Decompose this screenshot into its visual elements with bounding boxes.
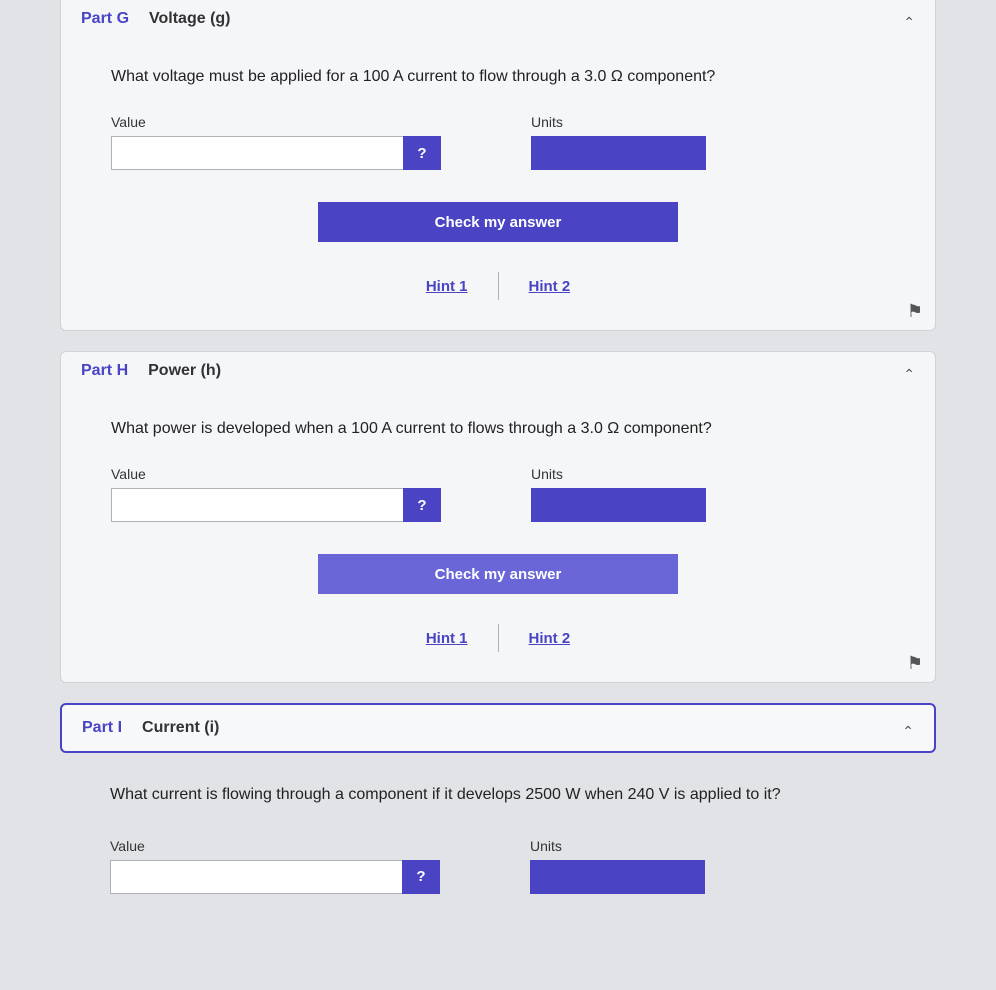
units-group: Units bbox=[530, 838, 705, 894]
value-input[interactable] bbox=[110, 860, 402, 894]
hints-row: Hint 1 Hint 2 bbox=[111, 624, 885, 652]
part-g-label: Part G bbox=[81, 10, 129, 28]
value-help-button[interactable]: ? bbox=[403, 488, 441, 522]
part-g-card: Part G Voltage (g) ⌃ What voltage must b… bbox=[60, 0, 936, 331]
units-select[interactable] bbox=[531, 488, 706, 522]
part-g-question: What voltage must be applied for a 100 A… bbox=[111, 68, 885, 86]
value-group: Value ? bbox=[111, 466, 441, 522]
part-h-title: Power (h) bbox=[148, 362, 221, 380]
part-h-label: Part H bbox=[81, 362, 128, 380]
part-g-title: Voltage (g) bbox=[149, 10, 230, 28]
units-select[interactable] bbox=[531, 136, 706, 170]
part-h-card: Part H Power (h) ⌃ What power is develop… bbox=[60, 351, 936, 683]
units-label: Units bbox=[531, 466, 706, 482]
part-h-header[interactable]: Part H Power (h) ⌃ bbox=[61, 352, 935, 390]
units-group: Units bbox=[531, 466, 706, 522]
part-g-body: What voltage must be applied for a 100 A… bbox=[61, 38, 935, 330]
part-i-label: Part I bbox=[82, 719, 122, 737]
hints-row: Hint 1 Hint 2 bbox=[111, 272, 885, 300]
value-input-wrap: ? bbox=[111, 488, 441, 522]
value-input-wrap: ? bbox=[111, 136, 441, 170]
value-group: Value ? bbox=[110, 838, 440, 894]
value-help-button[interactable]: ? bbox=[402, 860, 440, 894]
part-i-question: What current is flowing through a compon… bbox=[110, 781, 886, 810]
hint-2-link[interactable]: Hint 2 bbox=[499, 630, 601, 647]
hint-1-link[interactable]: Hint 1 bbox=[396, 278, 498, 295]
part-i-header[interactable]: Part I Current (i) ⌃ bbox=[60, 703, 936, 753]
part-h-inputs: Value ? Units bbox=[111, 466, 885, 522]
collapse-chevron-icon[interactable]: ⌃ bbox=[903, 14, 915, 31]
part-i-body: What current is flowing through a compon… bbox=[60, 771, 936, 894]
collapse-chevron-icon[interactable]: ⌃ bbox=[902, 723, 914, 740]
part-g-inputs: Value ? Units bbox=[111, 114, 885, 170]
value-input[interactable] bbox=[111, 488, 403, 522]
units-group: Units bbox=[531, 114, 706, 170]
value-input[interactable] bbox=[111, 136, 403, 170]
value-help-button[interactable]: ? bbox=[403, 136, 441, 170]
part-i-title: Current (i) bbox=[142, 719, 219, 737]
check-answer-button[interactable]: Check my answer bbox=[318, 202, 678, 242]
units-label: Units bbox=[530, 838, 705, 854]
part-i-inputs: Value ? Units bbox=[110, 838, 886, 894]
hint-1-link[interactable]: Hint 1 bbox=[396, 630, 498, 647]
value-label: Value bbox=[110, 838, 440, 854]
value-input-wrap: ? bbox=[110, 860, 440, 894]
value-group: Value ? bbox=[111, 114, 441, 170]
units-label: Units bbox=[531, 114, 706, 130]
check-answer-button[interactable]: Check my answer bbox=[318, 554, 678, 594]
collapse-chevron-icon[interactable]: ⌃ bbox=[903, 366, 915, 383]
part-i-wrap: Part I Current (i) ⌃ What current is flo… bbox=[60, 703, 936, 894]
part-g-header[interactable]: Part G Voltage (g) ⌃ bbox=[61, 0, 935, 38]
flag-icon[interactable]: ⚑ bbox=[907, 301, 923, 322]
hint-2-link[interactable]: Hint 2 bbox=[499, 278, 601, 295]
part-h-question: What power is developed when a 100 A cur… bbox=[111, 420, 885, 438]
value-label: Value bbox=[111, 114, 441, 130]
units-select[interactable] bbox=[530, 860, 705, 894]
flag-icon[interactable]: ⚑ bbox=[907, 653, 923, 674]
value-label: Value bbox=[111, 466, 441, 482]
part-h-body: What power is developed when a 100 A cur… bbox=[61, 390, 935, 682]
